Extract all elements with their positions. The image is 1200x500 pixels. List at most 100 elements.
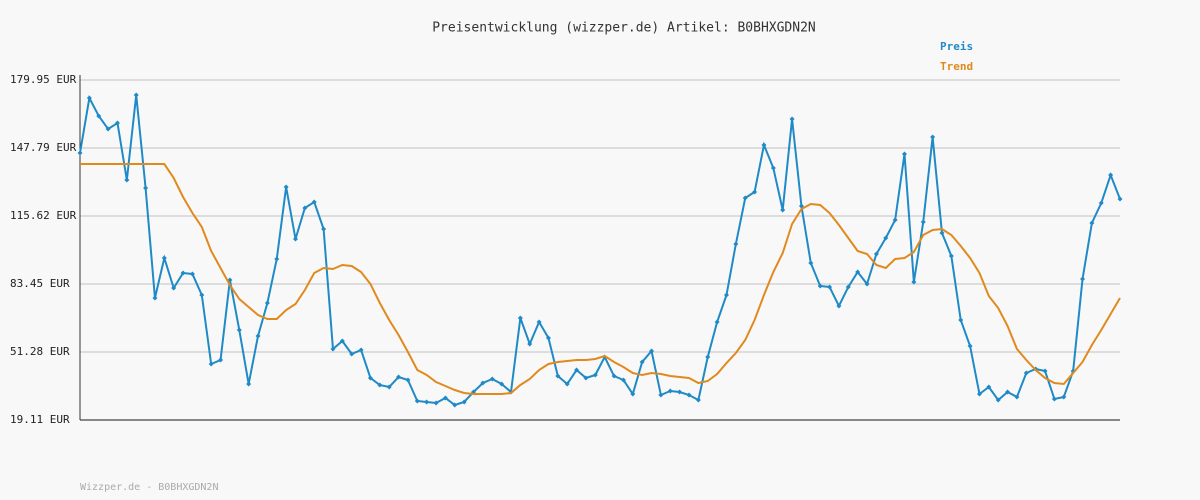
point-marker — [499, 381, 505, 387]
point-marker — [808, 260, 814, 266]
point-marker — [1023, 370, 1029, 376]
point-marker — [995, 397, 1001, 403]
point-marker — [620, 377, 626, 383]
point-marker — [583, 375, 589, 381]
point-marker — [367, 375, 373, 381]
point-marker — [143, 185, 149, 191]
point-marker — [555, 373, 561, 379]
point-marker — [892, 217, 898, 223]
point-marker — [489, 376, 495, 382]
series-line — [80, 163, 1121, 395]
point-marker — [752, 189, 758, 195]
point-marker — [86, 95, 92, 101]
point-marker — [723, 292, 729, 298]
point-marker — [358, 347, 364, 353]
point-marker — [377, 382, 383, 388]
series-line — [79, 94, 1121, 407]
point-marker — [789, 116, 795, 122]
point-marker — [695, 397, 701, 403]
point-marker — [686, 392, 692, 398]
point-marker — [396, 374, 402, 380]
point-marker — [1089, 220, 1095, 226]
point-marker — [386, 384, 392, 390]
point-marker — [836, 303, 842, 309]
point-marker — [218, 357, 224, 363]
y-tick-label: 19.11 EUR — [10, 413, 70, 426]
point-marker — [911, 279, 917, 285]
point-marker — [1051, 396, 1057, 402]
legend-label: Trend — [940, 60, 973, 73]
point-marker — [733, 241, 739, 247]
y-tick-label: 51.28 EUR — [10, 345, 70, 358]
point-marker — [574, 367, 580, 373]
point-marker — [1014, 394, 1020, 400]
point-marker — [77, 150, 83, 156]
point-marker — [967, 343, 973, 349]
point-marker — [564, 381, 570, 387]
point-marker — [986, 384, 992, 390]
point-marker — [958, 317, 964, 323]
point-marker — [536, 319, 542, 325]
point-marker — [948, 253, 954, 259]
point-marker — [677, 389, 683, 395]
point-marker — [283, 184, 289, 190]
point-marker — [199, 292, 205, 298]
footer: Wizzper.de - B0BHXGDN2N — [80, 482, 218, 493]
point-marker — [705, 354, 711, 360]
point-marker — [939, 230, 945, 236]
point-marker — [255, 333, 261, 339]
point-marker — [349, 351, 355, 357]
point-marker — [246, 381, 252, 387]
point-marker — [180, 270, 186, 276]
point-marker — [1042, 368, 1048, 374]
point-marker — [742, 195, 748, 201]
point-marker — [452, 402, 458, 408]
point-marker — [630, 391, 636, 397]
y-tick-label: 83.45 EUR — [10, 277, 70, 290]
point-marker — [302, 205, 308, 211]
point-marker — [189, 271, 195, 277]
point-marker — [292, 236, 298, 242]
point-marker — [133, 92, 139, 98]
point-marker — [414, 398, 420, 404]
y-tick-label: 179.95 EUR — [10, 73, 77, 86]
point-marker — [1117, 196, 1123, 202]
point-marker — [171, 285, 177, 291]
point-marker — [667, 388, 673, 394]
point-marker — [1061, 394, 1067, 400]
point-marker — [405, 377, 411, 383]
y-tick-label: 147.79 EUR — [10, 141, 77, 154]
point-marker — [855, 269, 861, 275]
point-marker — [976, 391, 982, 397]
point-marker — [236, 327, 242, 333]
point-marker — [96, 113, 102, 119]
point-marker — [114, 120, 120, 126]
point-marker — [274, 256, 280, 262]
point-marker — [321, 226, 327, 232]
point-marker — [864, 281, 870, 287]
point-marker — [1005, 389, 1011, 395]
point-marker — [311, 199, 317, 205]
point-marker — [105, 126, 111, 132]
point-marker — [480, 380, 486, 386]
point-marker — [517, 315, 523, 321]
point-marker — [433, 400, 439, 406]
point-marker — [592, 372, 598, 378]
point-marker — [883, 235, 889, 241]
point-marker — [442, 395, 448, 401]
point-marker — [527, 341, 533, 347]
point-marker — [845, 284, 851, 290]
point-marker — [780, 207, 786, 213]
point-marker — [124, 177, 130, 183]
point-marker — [639, 359, 645, 365]
point-marker — [873, 251, 879, 257]
point-marker — [817, 283, 823, 289]
point-marker — [1108, 172, 1114, 178]
point-marker — [902, 151, 908, 157]
point-marker — [1080, 276, 1086, 282]
point-marker — [761, 142, 767, 148]
point-marker — [1098, 200, 1104, 206]
point-marker — [649, 348, 655, 354]
